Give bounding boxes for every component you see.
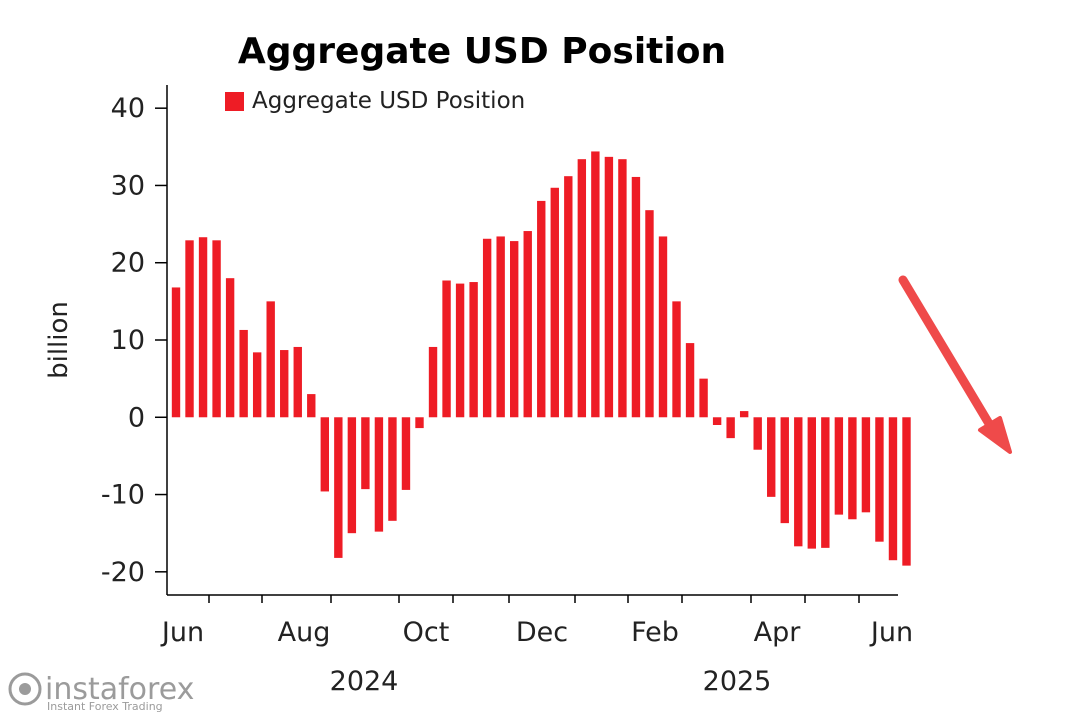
- bar: [455, 283, 465, 418]
- bar: [482, 238, 492, 418]
- bar: [374, 417, 384, 532]
- bar: [415, 417, 424, 429]
- y-axis-label: billion: [44, 301, 74, 379]
- downward-arrow-icon: [898, 275, 1012, 454]
- bar: [794, 417, 803, 547]
- x-year-label: 2024: [330, 666, 399, 697]
- y-tick-label: 20: [111, 248, 145, 279]
- bar: [767, 417, 776, 497]
- bar: [469, 282, 478, 418]
- bar: [280, 350, 289, 418]
- bar: [645, 210, 654, 418]
- bars: [171, 151, 911, 566]
- bar: [699, 378, 708, 418]
- bar: [537, 200, 546, 418]
- legend-swatch: [225, 92, 244, 111]
- y-tick-label: 10: [111, 325, 145, 356]
- x-ticks: [208, 595, 860, 603]
- y-ticks: -20 -10 0 10 20 30 40: [101, 93, 167, 588]
- year-labels: 2024 2025: [330, 666, 772, 697]
- legend: Aggregate USD Position: [225, 88, 525, 114]
- bar: [591, 151, 600, 418]
- bar: [807, 417, 816, 549]
- bar: [198, 237, 208, 418]
- bar: [848, 417, 857, 520]
- y-tick-label: -20: [101, 557, 145, 588]
- bar: [361, 417, 370, 490]
- bar: [658, 236, 668, 418]
- bar: [564, 176, 573, 418]
- y-tick-label: 30: [111, 170, 145, 201]
- bar: [672, 301, 681, 418]
- x-month-label: Apr: [754, 617, 802, 648]
- bar: [861, 417, 871, 513]
- instaforex-logo-icon: [8, 672, 42, 706]
- bar: [334, 417, 343, 558]
- bar: [401, 417, 411, 490]
- bar: [185, 240, 194, 418]
- bar: [266, 301, 275, 418]
- legend-label: Aggregate USD Position: [252, 88, 525, 114]
- x-month-label: Aug: [278, 617, 331, 648]
- bar: [252, 352, 262, 418]
- bar: [631, 176, 641, 418]
- y-tick-label: 40: [111, 93, 145, 124]
- bar: [577, 159, 587, 418]
- bar: [171, 287, 181, 418]
- bar: [753, 417, 762, 450]
- bar: [388, 417, 397, 521]
- bar: [821, 417, 830, 548]
- bar: [320, 417, 329, 492]
- watermark-brand: instaforex: [45, 672, 194, 707]
- x-year-label: 2025: [703, 666, 772, 697]
- y-tick-label: 0: [128, 402, 145, 433]
- y-tick-label: -10: [101, 480, 145, 511]
- x-month-label: Jun: [160, 617, 204, 648]
- x-month-label: Oct: [403, 617, 450, 648]
- bar: [212, 240, 221, 418]
- bar: [685, 343, 695, 418]
- bar: [834, 417, 844, 515]
- bar: [780, 417, 789, 524]
- x-month-label: Feb: [631, 617, 679, 648]
- x-month-label: Jun: [869, 617, 913, 648]
- bar: [347, 417, 357, 534]
- bar: [712, 417, 722, 425]
- month-labels: Jun Aug Oct Dec Feb Apr Jun: [160, 617, 913, 648]
- bar: [739, 411, 749, 418]
- bar: [428, 346, 438, 418]
- bar: [604, 156, 614, 418]
- watermark: instaforex Instant Forex Trading: [8, 672, 194, 713]
- x-month-label: Dec: [516, 617, 568, 648]
- bar: [726, 417, 735, 439]
- bar: [875, 417, 884, 542]
- bar: [239, 329, 248, 418]
- bar: [888, 417, 898, 561]
- bar: [902, 417, 911, 566]
- bar: [510, 241, 519, 418]
- bar: [550, 187, 559, 418]
- bar: [523, 231, 532, 418]
- bar: [293, 346, 302, 418]
- bar: [496, 236, 505, 418]
- bar: [307, 394, 316, 418]
- bar: [618, 159, 627, 418]
- watermark-tagline: Instant Forex Trading: [47, 700, 163, 713]
- bar: [442, 280, 451, 418]
- chart-title: Aggregate USD Position: [238, 31, 726, 72]
- bar: [225, 278, 235, 418]
